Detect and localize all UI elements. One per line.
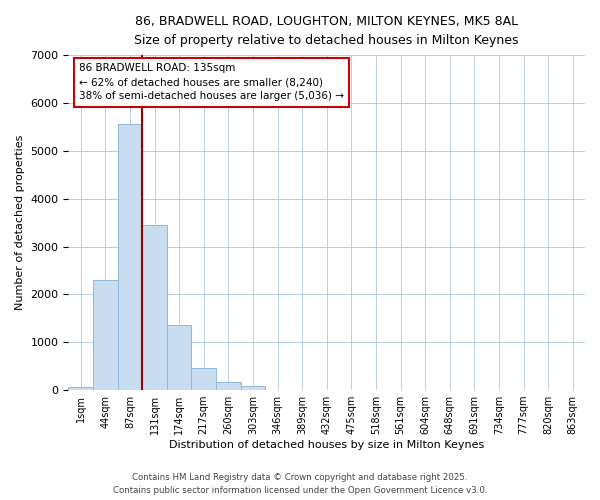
Text: Contains HM Land Registry data © Crown copyright and database right 2025.
Contai: Contains HM Land Registry data © Crown c… (113, 474, 487, 495)
Bar (68, 387, 93, 390)
Title: 86, BRADWELL ROAD, LOUGHTON, MILTON KEYNES, MK5 8AL
Size of property relative to: 86, BRADWELL ROAD, LOUGHTON, MILTON KEYN… (134, 15, 519, 47)
Bar (167, 325, 191, 390)
Y-axis label: Number of detached properties: Number of detached properties (15, 135, 25, 310)
Bar (191, 368, 216, 390)
Bar (216, 382, 241, 390)
Bar (241, 386, 265, 390)
Text: 86 BRADWELL ROAD: 135sqm
← 62% of detached houses are smaller (8,240)
38% of sem: 86 BRADWELL ROAD: 135sqm ← 62% of detach… (79, 64, 344, 102)
Bar (118, 124, 142, 390)
Bar (93, 280, 118, 390)
Bar (142, 225, 167, 390)
X-axis label: Distribution of detached houses by size in Milton Keynes: Distribution of detached houses by size … (169, 440, 484, 450)
